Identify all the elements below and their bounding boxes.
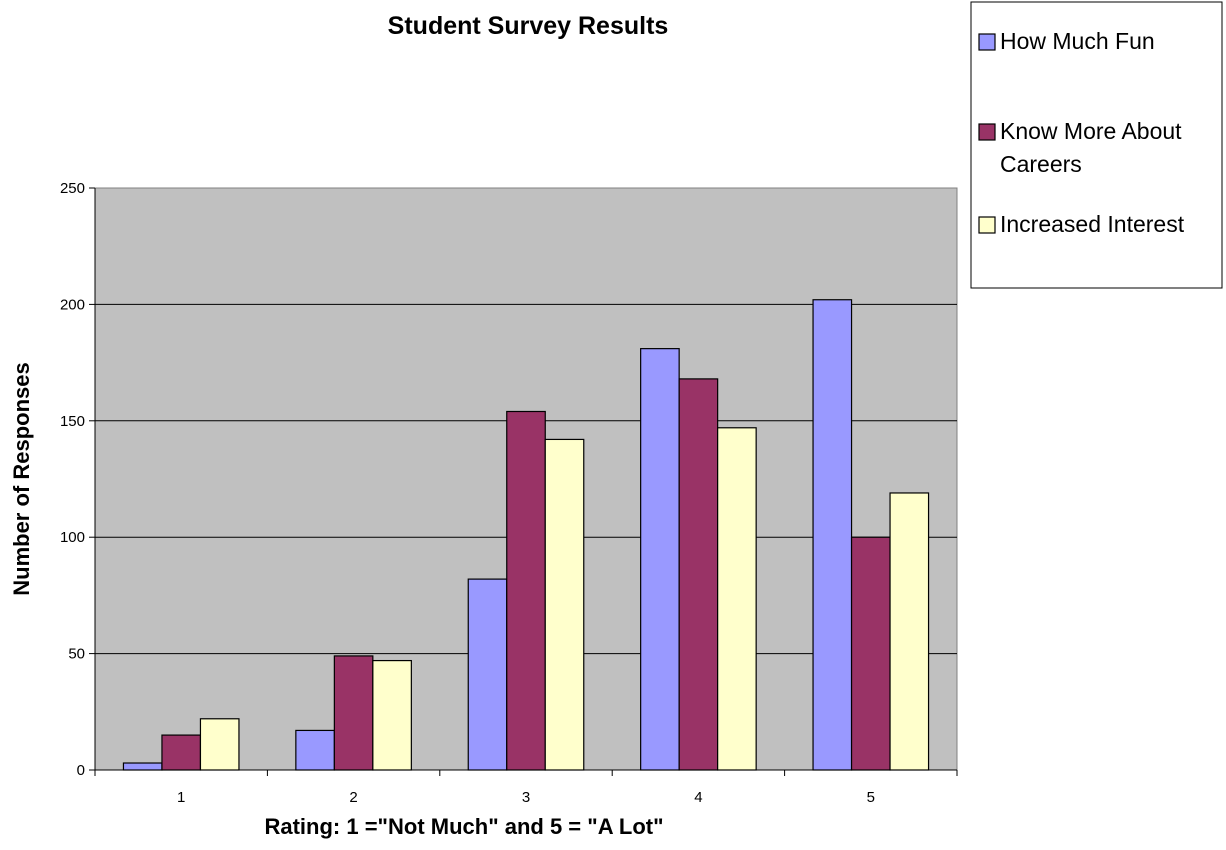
y-tick-label: 150 bbox=[60, 413, 85, 430]
x-tick-label: 4 bbox=[694, 789, 702, 806]
y-tick-label: 100 bbox=[60, 529, 85, 546]
legend-box bbox=[970, 1, 1223, 289]
bar-series-1-category-2 bbox=[295, 729, 335, 771]
legend-swatch-1 bbox=[978, 33, 996, 51]
bar-series-2-category-5 bbox=[850, 536, 891, 771]
legend-label-1: How Much Fun bbox=[1000, 28, 1155, 54]
bar-series-1-category-5 bbox=[812, 299, 853, 771]
bar-series-1-category-1 bbox=[122, 762, 163, 771]
legend-label-2: Careers bbox=[1000, 151, 1082, 177]
bar-series-2-category-2 bbox=[333, 655, 374, 771]
bar-series-2-category-4 bbox=[678, 378, 719, 771]
bar-series-1-category-4 bbox=[640, 348, 680, 771]
bar-series-3-category-5 bbox=[889, 492, 930, 771]
y-tick-label: 0 bbox=[77, 762, 85, 779]
y-tick-label: 200 bbox=[60, 296, 85, 313]
legend-label-2: Know More About bbox=[1000, 118, 1182, 144]
chart-title: Student Survey Results bbox=[388, 12, 669, 40]
legend-label-3: Increased Interest bbox=[1000, 211, 1185, 237]
bar-series-3-category-1 bbox=[199, 718, 240, 771]
x-axis: 1 2 3 4 5 bbox=[94, 769, 958, 806]
legend-swatch-2 bbox=[978, 123, 996, 141]
bar-series-3-category-2 bbox=[372, 659, 412, 771]
bar-series-3-category-4 bbox=[717, 427, 757, 771]
x-tick-label: 2 bbox=[349, 789, 357, 806]
y-axis-title: Number of Responses bbox=[9, 362, 34, 596]
legend-swatch-3 bbox=[978, 216, 996, 234]
bar-series-2-category-1 bbox=[161, 734, 202, 771]
x-tick-label: 3 bbox=[522, 789, 530, 806]
bar-series-2-category-3 bbox=[506, 410, 546, 771]
y-axis: 0 50 100 150 200 250 bbox=[60, 180, 96, 779]
y-tick-label: 250 bbox=[60, 180, 85, 197]
x-tick-label: 5 bbox=[867, 789, 875, 806]
y-tick-label: 50 bbox=[68, 646, 85, 663]
legend: How Much Fun Know More About Careers Increa… bbox=[970, 1, 1223, 289]
bar-series-3-category-3 bbox=[544, 438, 585, 771]
x-tick-label: 1 bbox=[177, 789, 185, 806]
bar-series-1-category-3 bbox=[467, 578, 508, 771]
x-axis-title: Rating: 1 ="Not Much" and 5 = "A Lot" bbox=[264, 814, 663, 839]
